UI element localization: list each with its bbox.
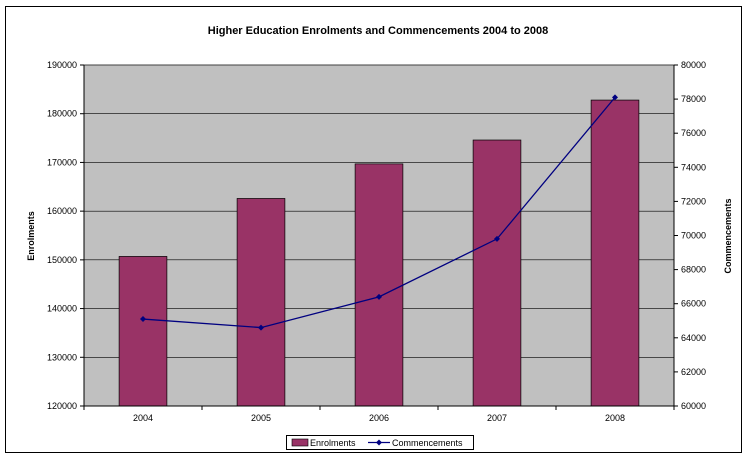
axes: 120000 130000 140000 150000 160000 170000 1800… [47,60,706,423]
y-tick-label: 140000 [47,304,77,314]
bar-enrolments-2005 [236,198,286,407]
y2-tick-label: 80000 [681,60,706,70]
x-tick-label: 2006 [369,413,389,423]
point-commencements-2005 [258,324,264,331]
line-series [140,94,618,331]
point-commencements-2006 [376,293,382,300]
point-commencements-2004 [140,316,146,323]
bar-enrolments-2004 [118,256,168,407]
y-tick-label: 150000 [47,255,77,265]
y2-tick-label: 72000 [681,196,706,206]
legend-label-enrolments: Enrolments [310,438,356,448]
y2-tick-label: 74000 [681,162,706,172]
y2-tick-label: 76000 [681,128,706,138]
bar-enrolments-2006 [354,163,404,407]
y-tick-label: 130000 [47,352,77,362]
chart-title: Higher Education Enrolments and Commence… [208,25,548,37]
y2-axis-title: Commencements [723,198,733,273]
y-tick-label: 180000 [47,109,77,119]
x-tick-label: 2005 [251,413,271,423]
y2-tick-label: 68000 [681,265,706,275]
legend-marker-commencements [376,439,382,446]
y-tick-label: 160000 [47,206,77,216]
y-tick-label: 120000 [47,401,77,411]
x-tick-label: 2007 [487,413,507,423]
y-tick-label: 190000 [47,60,77,70]
point-commencements-2008 [612,94,618,101]
y-axis-title: Enrolments [26,211,36,261]
y2-tick-label: 62000 [681,367,706,377]
x-tick-label: 2004 [133,413,153,423]
legend-swatch-enrolments [291,438,309,447]
y2-tick-label: 66000 [681,299,706,309]
legend: Enrolments Commencements [286,435,474,450]
bar-series [118,99,640,407]
y2-tick-label: 64000 [681,333,706,343]
legend-label-commencements: Commencements [392,438,463,448]
x-tick-label: 2008 [605,413,625,423]
y2-tick-label: 70000 [681,231,706,241]
point-commencements-2007 [494,235,500,242]
bar-enrolments-2007 [472,139,522,407]
y2-tick-label: 78000 [681,94,706,104]
y-tick-label: 170000 [47,157,77,167]
bar-enrolments-2008 [590,99,640,407]
y2-tick-label: 60000 [681,401,706,411]
